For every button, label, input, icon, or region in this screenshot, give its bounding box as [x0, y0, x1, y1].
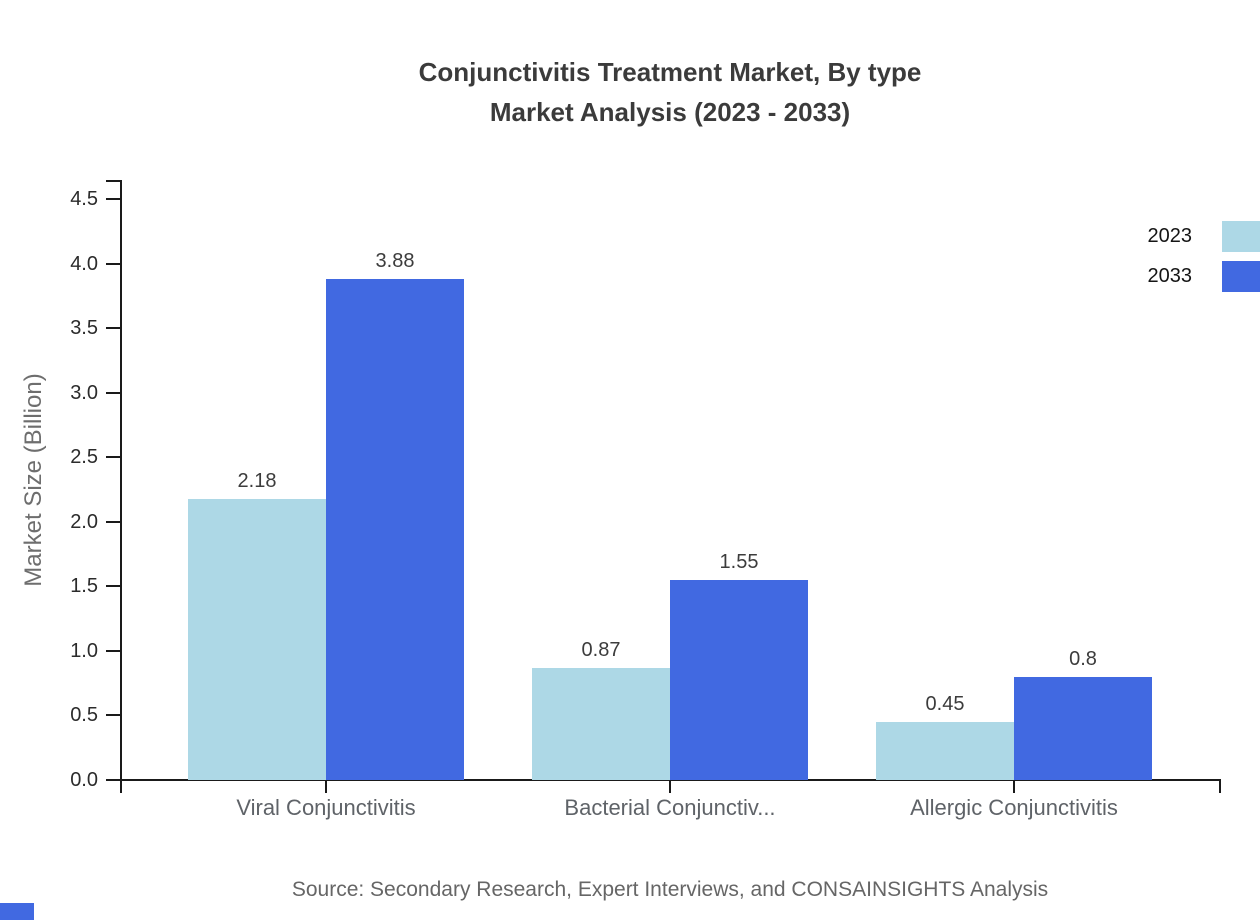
bar-2023-0: [188, 498, 326, 780]
x-tick: [1013, 780, 1015, 793]
bar-2033-0: [326, 279, 464, 780]
legend-swatch: [1222, 261, 1260, 292]
y-axis-line: [120, 180, 122, 793]
legend-item-2023: 2023: [1148, 221, 1260, 252]
y-tick-label: 0.0: [70, 769, 98, 791]
x-axis-endcap: [1219, 779, 1221, 793]
y-tick: [106, 456, 120, 459]
y-tick: [106, 520, 120, 523]
legend-swatch: [1222, 221, 1260, 252]
bar-2023-2: [876, 721, 1014, 780]
chart-title-line2: Market Analysis (2023 - 2033): [489, 97, 851, 127]
y-tick-label: 0.5: [70, 704, 98, 727]
y-tick: [106, 585, 120, 588]
source-attribution: Source: Secondary Research, Expert Inter…: [291, 878, 1049, 901]
x-tick: [669, 780, 671, 793]
legend-label: 2033: [1147, 265, 1193, 287]
x-category-label: Viral Conjunctivitis: [236, 795, 416, 820]
bar-value-label: 1.55: [719, 550, 759, 573]
bar-2033-1: [670, 579, 808, 780]
y-tick-label: 4.5: [70, 188, 98, 211]
bar-2033-2: [1014, 676, 1152, 780]
y-tick: [106, 327, 120, 330]
x-category-label: Bacterial Conjunctiv...: [564, 795, 776, 820]
bar-value-label: 2.18: [237, 469, 277, 492]
y-tick-label: 3.0: [70, 381, 98, 404]
y-tick-label: 1.0: [70, 639, 98, 662]
y-tick-label: 4.0: [70, 252, 98, 275]
y-tick: [106, 714, 120, 717]
y-tick: [106, 649, 120, 652]
bar-value-label: 0.87: [581, 638, 621, 661]
legend: 2023 2033: [1148, 221, 1260, 301]
y-tick-label: 2.0: [70, 510, 98, 533]
chart-title-line1: Conjunctivitis Treatment Market, By type: [418, 57, 922, 87]
y-tick: [106, 779, 120, 781]
y-tick: [106, 391, 120, 394]
x-axis-line: [106, 779, 1221, 781]
bar-value-label: 0.45: [925, 692, 965, 715]
chart-title: Conjunctivitis Treatment Market, By type…: [80, 52, 1260, 132]
bar-value-label: 3.88: [375, 250, 415, 273]
x-tick: [325, 780, 327, 793]
x-category-label: Allergic Conjunctivitis: [910, 795, 1118, 820]
y-tick-label: 2.5: [70, 446, 98, 469]
y-axis-title: Market Size (Billion): [20, 373, 47, 587]
y-tick-label: 1.5: [70, 575, 98, 598]
bar-2023-1: [532, 667, 670, 780]
y-tick: [106, 198, 120, 201]
y-tick-label: 3.5: [70, 317, 98, 340]
y-axis-endcap: [106, 180, 122, 182]
bar-value-label: 0.8: [1069, 647, 1097, 670]
brand-corner-accent: [0, 903, 34, 920]
legend-label: 2023: [1147, 225, 1193, 247]
y-tick: [106, 262, 120, 265]
legend-item-2033: 2033: [1148, 261, 1260, 292]
